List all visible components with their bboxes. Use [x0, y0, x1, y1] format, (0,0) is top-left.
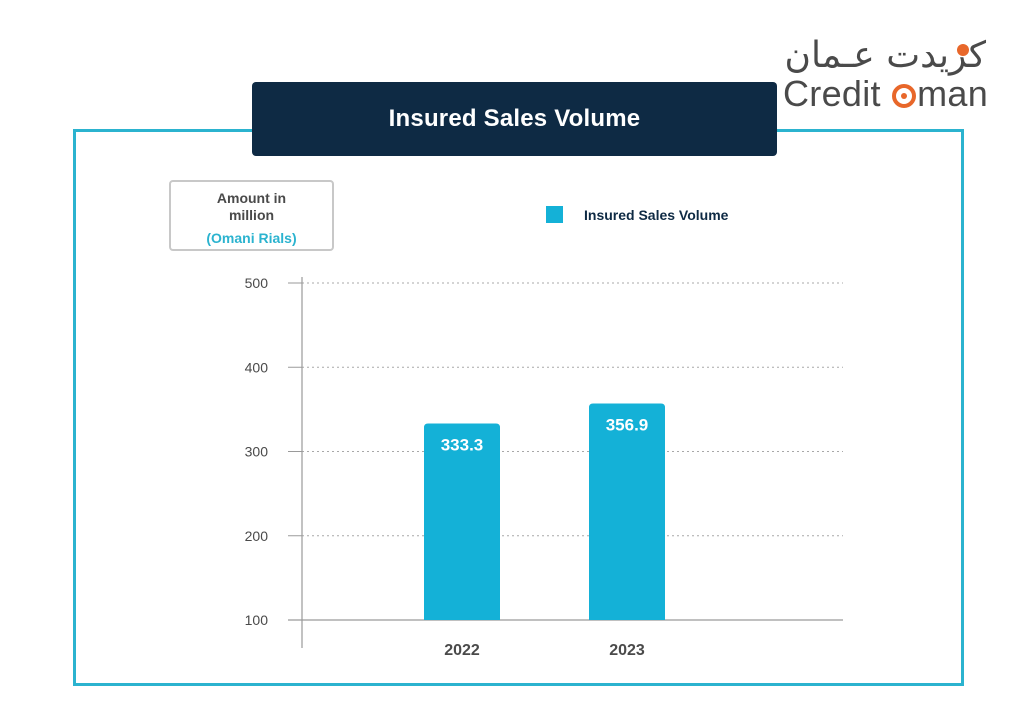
- legend: Insured Sales Volume: [546, 206, 728, 223]
- y-tick-label: 400: [245, 359, 269, 375]
- unit-line-2: million: [228, 207, 275, 223]
- unit-label-box: Amount in million (Omani Rials): [169, 180, 334, 251]
- logo-o-icon: [892, 84, 917, 108]
- bar-2023: [589, 403, 665, 620]
- chart-title: Insured Sales Volume: [252, 82, 777, 156]
- unit-currency: (Omani Rials): [206, 230, 297, 246]
- y-tick-label: 300: [245, 444, 269, 460]
- logo-english-suffix: man: [917, 73, 989, 114]
- logo-arabic-text: كريدت عـمان: [784, 35, 987, 76]
- legend-swatch: [546, 206, 563, 223]
- unit-line-1: Amount in: [216, 190, 287, 206]
- legend-label: Insured Sales Volume: [584, 206, 729, 223]
- data-label: 333.3: [441, 435, 484, 454]
- logo-dot-icon: [957, 44, 969, 56]
- credit-oman-logo: كريدت عـمان Credit man: [783, 36, 1008, 116]
- x-tick-label: 2022: [444, 642, 480, 659]
- y-tick-label: 100: [245, 612, 269, 628]
- logo-english-text: Credit man: [783, 74, 988, 114]
- y-tick-label: 500: [245, 275, 269, 291]
- y-tick-label: 200: [245, 528, 269, 544]
- bar-2022: [424, 423, 500, 620]
- x-tick-label: 2023: [609, 642, 645, 659]
- logo-english-prefix: Credit: [783, 73, 892, 114]
- data-label: 356.9: [606, 416, 649, 435]
